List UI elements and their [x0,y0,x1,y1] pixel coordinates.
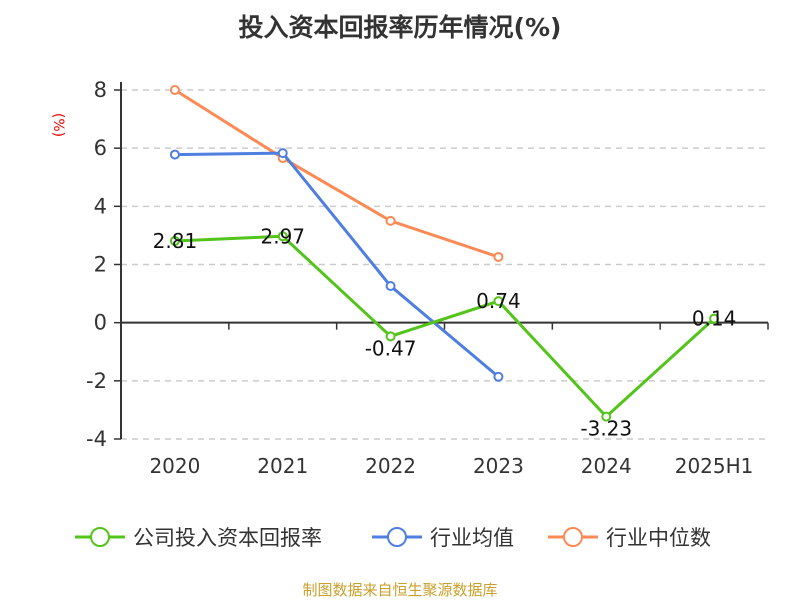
x-tick-label: 2020 [149,454,200,478]
legend-marker [563,527,583,547]
y-axis-unit: (%) [50,113,66,137]
y-tick-label: -2 [86,369,107,393]
data-label: 2.97 [260,224,305,248]
y-tick-label: 4 [94,194,107,218]
x-tick-label: 2022 [365,454,416,478]
data-point [385,331,396,342]
data-point [601,411,612,422]
data-point [385,281,396,292]
series-line [174,88,499,259]
series-line [174,151,500,378]
series-line [174,234,716,419]
legend-label: 行业均值 [430,526,514,550]
data-point [277,148,288,159]
y-tick-label: 2 [94,253,107,277]
y-tick-label: -4 [86,427,107,451]
y-tick-label: 8 [94,78,107,102]
x-tick-label: 2021 [257,454,308,478]
legend-label: 行业中位数 [606,526,711,550]
legend-marker [387,527,407,547]
x-tick-label: 2025H1 [675,454,754,478]
data-point [277,231,288,242]
legend-marker [90,527,110,547]
x-tick-label: 2023 [473,454,524,478]
legend-label: 公司投入资本回报率 [133,526,322,550]
data-point [169,235,180,246]
data-point [493,371,504,382]
data-label: 0.74 [476,289,521,313]
source-note: 制图数据来自恒生聚源数据库 [302,581,498,599]
data-point [169,85,180,95]
data-label: -3.23 [580,417,632,441]
data-point [493,296,504,307]
x-tick-label: 2024 [581,454,632,478]
data-point [709,313,720,324]
data-label: 2.81 [153,229,198,253]
data-point [493,251,504,262]
data-label: 0.14 [692,307,737,331]
chart-title: 投入资本回报率历年情况(%) [238,13,562,42]
y-tick-label: 0 [94,311,107,335]
y-tick-label: 6 [94,136,107,160]
data-label: -0.47 [365,336,417,360]
data-point [385,215,396,226]
data-point [169,149,180,160]
